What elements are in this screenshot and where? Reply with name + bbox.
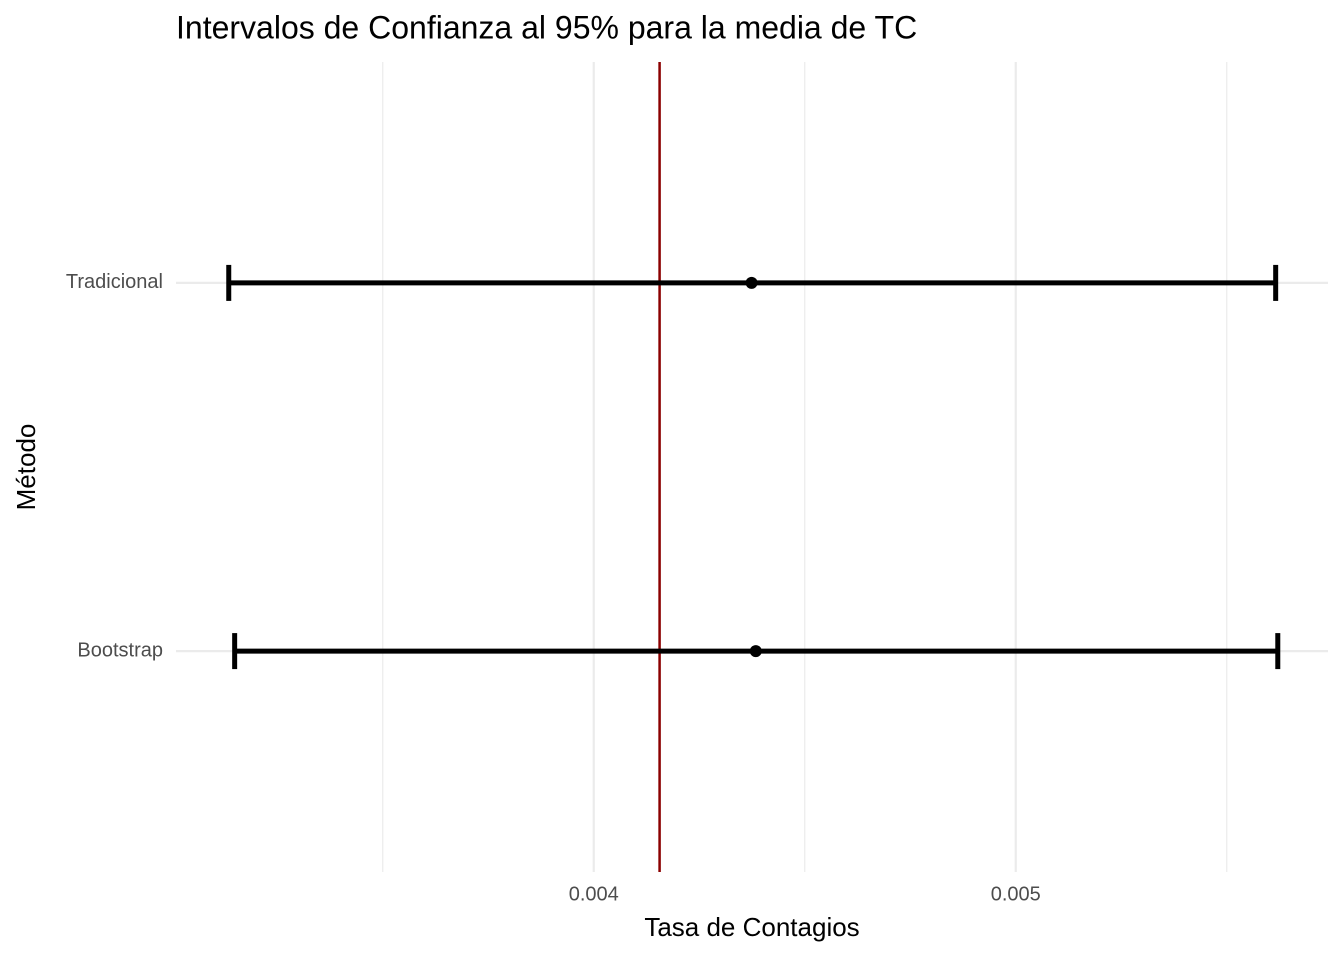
chart-title: Intervalos de Confianza al 95% para la m… [176,9,917,45]
y-tick-label: Tradicional [66,271,163,293]
y-axis-label: Método [11,424,41,511]
x-tick-label: 0.004 [569,883,619,905]
point [745,276,758,289]
point [749,645,762,658]
y-tick-label: Bootstrap [77,639,163,661]
x-tick-label: 0.005 [991,883,1041,905]
x-axis-label: Tasa de Contagios [644,912,859,942]
